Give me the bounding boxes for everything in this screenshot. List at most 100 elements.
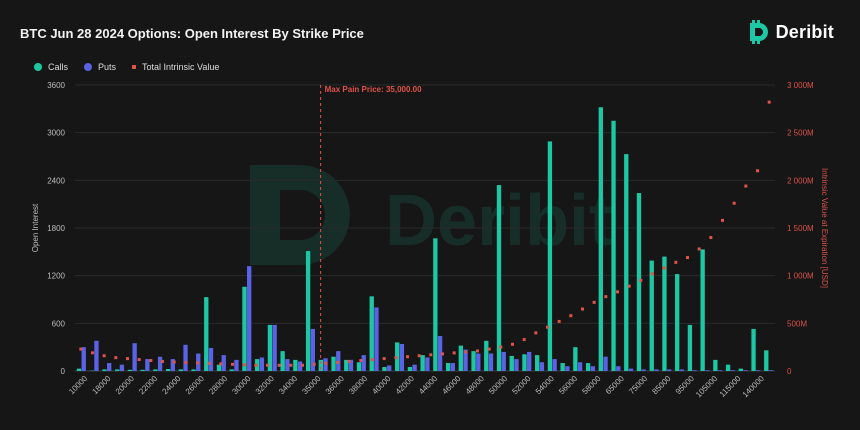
puts-bar — [590, 366, 595, 371]
x-tick-label: 54000 — [534, 374, 556, 396]
intrinsic-value-point — [184, 360, 188, 364]
calls-bar — [738, 368, 743, 371]
puts-bar — [374, 307, 379, 371]
legend-puts[interactable]: Puts — [84, 62, 116, 72]
intrinsic-value-point — [709, 236, 713, 240]
puts-bar — [183, 344, 188, 371]
x-tick-label: 34000 — [277, 374, 299, 396]
puts-bar — [654, 369, 659, 371]
calls-bar — [318, 359, 323, 371]
puts-bar — [565, 366, 570, 371]
intrinsic-value-point — [604, 295, 608, 299]
intrinsic-value-point — [581, 307, 584, 311]
intrinsic-value-point — [452, 351, 456, 355]
puts-bar — [628, 368, 634, 371]
puts-bar — [170, 359, 175, 371]
y-tick-label: 3600 — [47, 81, 65, 90]
calls-bar — [420, 355, 425, 371]
calls-bar — [344, 359, 349, 371]
intrinsic-value-point — [359, 359, 363, 363]
calls-bar — [445, 363, 451, 371]
x-tick-label: 18000 — [90, 374, 112, 396]
x-tick-label: 26000 — [184, 374, 206, 396]
intrinsic-value-point — [487, 347, 491, 351]
puts-bar — [208, 347, 214, 371]
calls-bar — [535, 355, 540, 371]
calls-bar — [573, 347, 578, 371]
calls-bar — [102, 369, 107, 371]
brand-name: Deribit — [775, 21, 834, 42]
x-tick-label: 58000 — [580, 374, 602, 396]
intrinsic-value-point — [639, 278, 643, 282]
intrinsic-value-point — [102, 354, 106, 358]
intrinsic-value-point — [79, 347, 83, 351]
puts-bar — [272, 324, 277, 371]
intrinsic-value-point — [324, 361, 328, 365]
puts-bar — [348, 359, 354, 371]
puts-bar — [310, 328, 315, 371]
puts-bar — [488, 353, 494, 371]
intrinsic-value-point — [114, 356, 118, 360]
puts-bar — [259, 357, 265, 371]
puts-bar — [387, 365, 392, 371]
puts-bar — [247, 266, 252, 371]
x-tick-label: 20000 — [114, 374, 136, 396]
intrinsic-value-point — [499, 345, 503, 349]
calls-bar — [471, 351, 476, 371]
y-tick-label: 600 — [52, 319, 66, 328]
intrinsic-swatch-icon — [132, 65, 137, 69]
intrinsic-value-point — [242, 363, 246, 367]
puts-bar — [743, 370, 748, 371]
calls-bar — [687, 324, 693, 371]
intrinsic-value-point — [744, 184, 748, 188]
intrinsic-value-point — [464, 350, 468, 354]
calls-bar — [191, 369, 196, 371]
y2-tick-label: 2 000M — [787, 176, 814, 185]
calls-bar — [153, 369, 158, 371]
intrinsic-value-point — [569, 314, 573, 318]
intrinsic-value-point — [406, 355, 409, 359]
intrinsic-value-point — [301, 363, 304, 367]
intrinsic-value-point — [371, 358, 374, 362]
x-tick-label: 48000 — [464, 374, 486, 396]
calls-bar — [293, 359, 298, 371]
x-tick-label: 40000 — [370, 374, 392, 396]
legend-calls[interactable]: Calls — [34, 62, 68, 72]
calls-bar — [624, 154, 629, 371]
puts-bar — [437, 336, 443, 371]
intrinsic-value-point — [476, 349, 479, 353]
puts-bar — [234, 359, 239, 371]
calls-bar — [127, 369, 133, 371]
y2-axis-label: Intrinsic Value at Expiration [USD] — [820, 168, 829, 288]
y-tick-label: 0 — [61, 367, 66, 376]
intrinsic-value-point — [289, 363, 293, 367]
intrinsic-value-point — [417, 354, 421, 358]
intrinsic-value-point — [336, 360, 339, 364]
intrinsic-value-point — [382, 357, 386, 361]
y2-tick-label: 3 000M — [787, 81, 814, 90]
puts-bar — [285, 359, 290, 371]
calls-bar — [484, 340, 489, 371]
puts-bar — [577, 362, 583, 371]
puts-bar — [221, 355, 226, 371]
calls-bar — [331, 356, 336, 371]
puts-bar — [692, 370, 697, 371]
y-axis-label: Open Interest — [31, 203, 40, 252]
calls-bar — [662, 256, 667, 371]
calls-bar — [242, 286, 247, 371]
x-tick-label: 24000 — [160, 374, 182, 396]
calls-bar — [598, 107, 603, 371]
x-tick-label: 30000 — [230, 374, 252, 396]
puts-bar — [768, 370, 774, 371]
puts-bar — [527, 351, 532, 371]
intrinsic-value-point — [254, 363, 258, 367]
puts-bar — [145, 359, 150, 371]
calls-bar — [509, 355, 514, 371]
intrinsic-value-point — [441, 352, 444, 356]
puts-bar — [463, 349, 468, 371]
intrinsic-value-point — [651, 272, 654, 276]
legend-intrinsic[interactable]: Total Intrinsic Value — [132, 62, 219, 72]
intrinsic-value-point — [149, 359, 153, 363]
intrinsic-value-point — [137, 358, 141, 362]
intrinsic-value-point — [767, 100, 771, 104]
